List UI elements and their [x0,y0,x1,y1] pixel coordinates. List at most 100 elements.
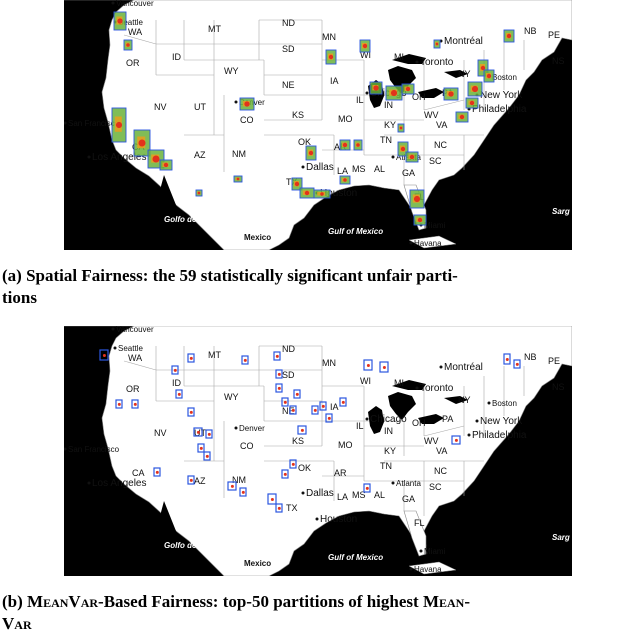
partition-box [369,81,383,95]
partition-box [275,383,283,393]
state-label-wa: WA [128,353,142,363]
caption-a-line2: tions [2,288,37,307]
partition-box [289,405,297,415]
city-label-philadelphia: Philadelphia [472,430,527,441]
partition-box [401,83,415,95]
partition-cluster [359,39,371,53]
partition-cluster [369,81,383,95]
partition-point [515,362,519,366]
partition-point [133,402,137,406]
partition-box [115,399,123,409]
city-label-los-angeles: Los Angeles [92,478,147,489]
partition-box [187,353,195,363]
partition-box [159,159,173,171]
partition-box [133,129,151,157]
city-label-boston: Boston [492,399,517,408]
state-label-tn: TN [380,135,392,145]
state-label-mi: MI [394,378,404,388]
state-label-mn: MN [322,32,336,42]
state-label-ny: NY [458,395,471,405]
partition-box-group [293,389,301,399]
country-label-mexico: Mexico [244,559,271,568]
florida [403,510,427,557]
partition-box [363,359,373,371]
caption-b-mean: Mean- [422,592,470,611]
state-label-al: AL [374,490,385,500]
partition-point [366,364,370,367]
city-dot [467,433,471,437]
partition-box-group [281,469,289,479]
partition-box [289,459,297,469]
cuba [408,235,457,249]
partition-box [293,389,301,399]
partition-box [203,451,211,461]
partition-point [230,484,234,488]
partition-cluster [465,97,479,109]
partition-box [241,355,249,365]
partition-point [505,358,509,361]
partition-box-group [187,475,195,485]
partition-point [277,506,281,510]
water-label-gulf-california: Golfo de California [164,215,236,224]
partition-point [341,400,345,404]
partition-box-group [115,399,123,409]
partition-box-group [363,359,373,371]
partition-box-group [205,429,213,439]
partition-cluster [339,139,351,151]
partition-box [291,177,303,191]
state-label-mn: MN [322,358,336,368]
partition-point [270,498,274,501]
city-dot [365,91,369,95]
map-meanvar-fairness: WA OR ID MT WY ND SD NE MN IA WI MI IL IN OH PA NY NV UT CO… [64,326,572,576]
partition-point [207,432,211,436]
state-label-sd: SD [282,370,295,380]
partition-box [123,39,133,51]
city-dot [301,491,305,495]
great-lake [368,406,384,434]
partition-point [275,354,279,358]
partition-box-group [379,361,389,373]
city-label-havana: Havana [414,565,442,574]
partition-box-group [281,397,289,407]
city-label-miami: Miami [424,547,446,556]
state-label-mt: MT [208,24,221,34]
great-lake [388,66,416,94]
city-dot [64,121,67,125]
partition-point [291,408,295,412]
city-dot [419,549,423,553]
state-border [423,99,465,111]
state-label-or: OR [126,384,140,394]
state-border [123,34,157,45]
partition-point [155,470,159,474]
partition-cluster [291,177,303,191]
country-label-mexico: Mexico [244,233,271,242]
state-label-id: ID [172,52,182,62]
partition-box-group [297,425,307,435]
partition-point [241,490,245,494]
state-label-la: LA [337,166,348,176]
partition-cluster [477,59,489,77]
city-label-san-francisco: San Francisco [68,119,120,128]
caption-b-mid: -Based Fairness: top-50 partitions of hi… [98,592,423,611]
partition-box [239,487,247,497]
partition-box [465,97,479,109]
partition-point [283,400,287,404]
state-label-ne: NE [282,406,295,416]
partition-point [196,430,200,434]
city-dot [409,241,413,245]
partition-box-group [339,397,347,407]
partition-box [467,81,483,97]
partition-box [147,149,165,169]
partition-point [117,402,121,406]
partition-box-group [325,413,333,423]
partition-box-group [275,503,283,513]
partition-point [295,392,299,396]
partition-box [281,469,289,479]
water-label-gulf-california: Golfo de California [164,541,236,550]
city-label-montreal: Montréal [444,36,483,47]
partition-box [325,49,337,65]
state-label-wv: WV [424,110,439,120]
partition-box [477,59,489,77]
partition-cluster [397,141,409,157]
state-label-co: CO [240,115,254,125]
